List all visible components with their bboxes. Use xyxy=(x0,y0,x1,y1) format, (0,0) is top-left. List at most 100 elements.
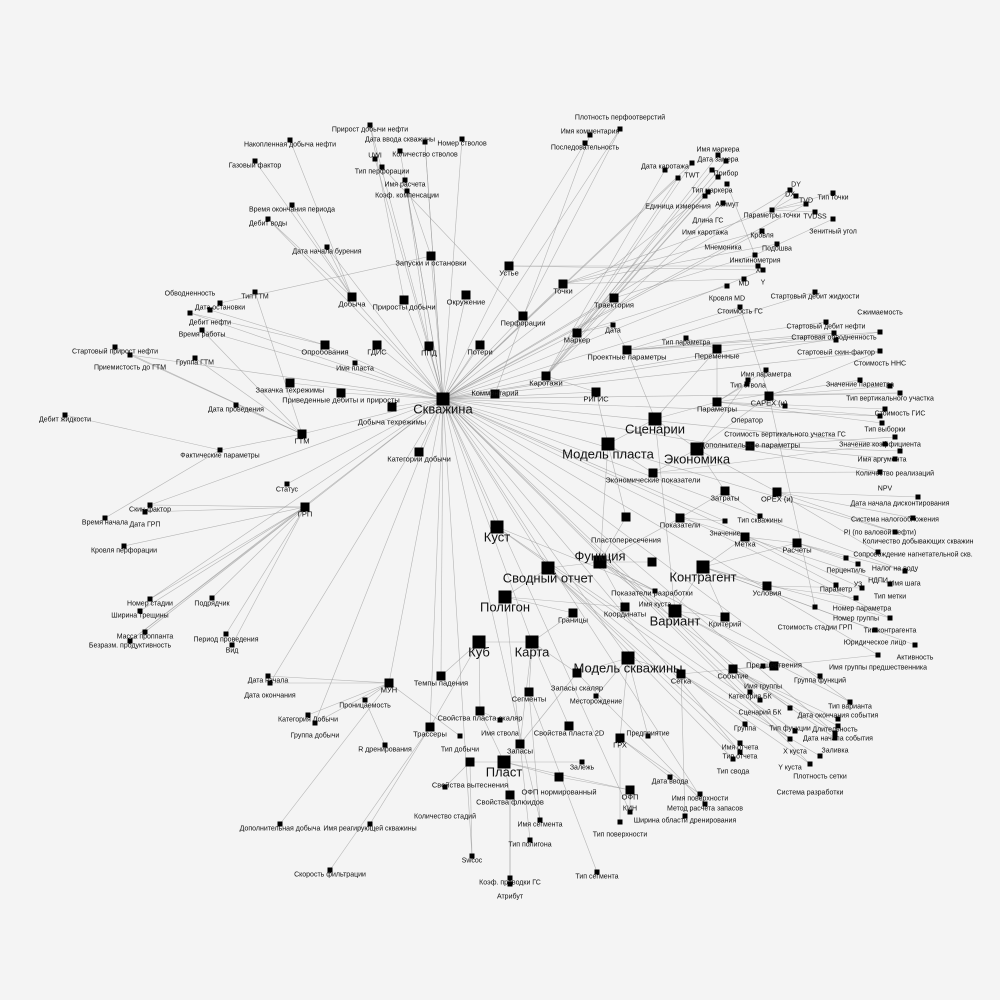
node-L96[interactable]: Плотность сетки xyxy=(793,753,847,781)
node-proekt[interactable]: Проектные параметры xyxy=(587,345,667,361)
node-L17[interactable]: Дата замера xyxy=(697,152,739,164)
node-L123[interactable]: Стартовый прирост нефти xyxy=(72,344,158,356)
node-inkl[interactable]: Инклинометрия xyxy=(729,252,781,265)
node-L72[interactable]: Тип метки xyxy=(874,581,906,601)
node-komm[interactable]: Комментарий xyxy=(471,389,519,399)
node-temp[interactable]: Темпы падения xyxy=(414,671,468,687)
node-poly[interactable]: Полигон xyxy=(480,590,530,614)
node-L86[interactable]: Дата окончания события xyxy=(798,713,878,722)
node-status[interactable]: Статус xyxy=(276,481,298,494)
node-L116[interactable]: Тип сегмента xyxy=(575,869,619,881)
node-L32[interactable]: TVDSS xyxy=(803,209,827,221)
node-L67[interactable]: Значение xyxy=(709,518,741,538)
node-L133[interactable]: Безразм. продуктивность xyxy=(89,638,171,650)
node-L26[interactable]: Имя каротажа xyxy=(682,193,728,237)
node-mplast[interactable]: Модель пласта xyxy=(562,437,654,461)
node-var[interactable]: Вариант xyxy=(650,604,700,628)
node-L84[interactable]: Тип функции xyxy=(769,705,811,733)
node-L70[interactable]: Имя шага xyxy=(889,568,921,588)
node-L47[interactable]: Имя параметра xyxy=(741,367,791,379)
node-mun[interactable]: МУН xyxy=(381,678,397,694)
node-L81[interactable]: Группа функций xyxy=(794,673,846,685)
node-L20[interactable]: Дата каротажа xyxy=(641,164,689,173)
node-L49[interactable]: Стоимость ННС xyxy=(854,348,906,368)
node-metka[interactable]: Метка xyxy=(734,532,756,548)
node-L4[interactable]: Коэф. компенсации xyxy=(375,188,439,200)
node-svplsk[interactable]: Свойства пласта скаляр xyxy=(438,706,522,722)
node-L80[interactable]: Имя группы xyxy=(744,663,782,691)
node-L106[interactable]: Дата окончания xyxy=(244,680,296,700)
node-koord[interactable]: Координаты xyxy=(604,602,646,618)
node-L25[interactable]: Длина ГС xyxy=(693,189,723,225)
node-kust[interactable]: Куст xyxy=(484,520,510,544)
node-L16[interactable]: Плотность перфоотверстий xyxy=(575,115,665,132)
node-svod[interactable]: Сводный отчет xyxy=(503,561,593,585)
node-zapasy[interactable]: Запасы xyxy=(507,739,533,755)
node-scen[interactable]: Сценарии xyxy=(625,412,685,436)
node-L85[interactable]: Тип варианта xyxy=(828,699,872,711)
node-L10[interactable]: Дебит воды xyxy=(249,216,287,228)
node-L59[interactable]: Дата начала дисконтирования xyxy=(851,448,949,508)
node-L100[interactable]: Метод расчета запасов xyxy=(667,801,743,813)
node-zap[interactable]: Запуски и остановки xyxy=(395,251,467,267)
node-karot[interactable]: Каротажи xyxy=(529,371,563,387)
node-L33[interactable]: Зенитный угол xyxy=(809,216,857,236)
node-L108[interactable]: Имя реагирующей скважины xyxy=(323,821,417,833)
node-kolst[interactable]: Количество стадий xyxy=(414,784,476,821)
node-func[interactable]: Функция xyxy=(575,549,626,569)
node-priv[interactable]: Приведенные дебиты и приросты xyxy=(282,388,400,404)
node-perem[interactable]: Переменные xyxy=(694,344,740,360)
node-L21[interactable]: Тип маркера xyxy=(691,167,733,195)
node-L124[interactable]: Приемистость до ГТМ xyxy=(94,352,166,372)
node-L78[interactable]: Активность xyxy=(897,642,933,662)
node-grh[interactable]: ГРХ xyxy=(613,733,627,749)
node-L111[interactable]: Скорость фильтрации xyxy=(294,867,366,879)
node-rasch[interactable]: Расчеты xyxy=(782,538,812,554)
node-mskv[interactable]: Модель скважины xyxy=(574,651,682,675)
node-L51[interactable]: Тип вертикального участка xyxy=(846,383,934,403)
node-L119[interactable]: Дата остановки xyxy=(195,300,245,312)
node-L118[interactable]: Время работы xyxy=(179,327,225,339)
node-tipdob[interactable]: Тип добычи xyxy=(441,733,479,754)
node-krit[interactable]: Критерий xyxy=(709,612,741,628)
node-L131[interactable]: Ширина трещины xyxy=(111,608,169,620)
node-ofp[interactable]: ОФП xyxy=(622,785,638,801)
node-perf[interactable]: Перфорации xyxy=(500,311,546,327)
node-L98[interactable]: Дата ввода xyxy=(652,774,688,786)
node-L43[interactable]: Стартовая обводненность xyxy=(791,330,877,342)
node-period[interactable]: Период проведения xyxy=(194,631,259,644)
node-L11[interactable]: Время окончания периода xyxy=(249,202,335,214)
node-opex[interactable]: OPEX (и) xyxy=(761,487,793,503)
node-L7[interactable]: Количество стволов xyxy=(392,139,458,159)
node-L30[interactable]: Тип точки xyxy=(817,190,849,202)
node-L44[interactable]: Стартовый скин-фактор xyxy=(797,337,875,357)
node-L23[interactable]: Имя маркера xyxy=(697,147,740,180)
node-L113[interactable]: Тип полигона xyxy=(508,837,552,849)
node-L74[interactable]: Номер группы xyxy=(833,595,879,623)
node-L87[interactable]: Дата начала события xyxy=(803,723,873,743)
node-L15[interactable]: Имя комментария xyxy=(561,129,619,138)
node-L37[interactable]: Y xyxy=(760,267,766,287)
node-L48[interactable]: Оператор xyxy=(731,381,763,425)
node-partoch[interactable]: Параметры точки xyxy=(744,207,800,220)
node-vid[interactable]: Вид xyxy=(226,642,238,655)
node-L77[interactable]: Юридическое лицо xyxy=(844,627,906,647)
node-plastoper[interactable]: Пластопересечения xyxy=(591,512,661,544)
node-kontr[interactable]: Контрагент xyxy=(669,560,737,584)
node-sob[interactable]: Событие xyxy=(717,664,749,680)
node-L117[interactable]: Атрибут xyxy=(497,881,523,901)
node-svfl[interactable]: Свойства флюидов xyxy=(476,790,544,806)
node-imkust[interactable]: Имя куста xyxy=(639,588,671,609)
node-L127[interactable]: Скин-фактор xyxy=(129,502,171,514)
node-L6[interactable]: Дата ввода скважины xyxy=(365,137,435,154)
node-L34[interactable]: Кровля xyxy=(750,228,774,240)
node-L45[interactable]: Тип параметра xyxy=(662,335,710,347)
node-data[interactable]: Дата xyxy=(605,322,621,335)
node-capex[interactable]: CAPEX (и) xyxy=(751,391,787,407)
node-L112[interactable]: Имя сегмента xyxy=(517,817,563,829)
node-katdob[interactable]: Категории добычи xyxy=(387,447,451,463)
node-L62[interactable]: Количество добывающих скважин xyxy=(862,494,974,546)
node-L75[interactable]: Стоимость стадии ГРП xyxy=(778,604,852,632)
node-prir[interactable]: Приросты добычи xyxy=(372,295,436,311)
node-svpl2d[interactable]: Свойства пласта 2D xyxy=(534,721,604,737)
